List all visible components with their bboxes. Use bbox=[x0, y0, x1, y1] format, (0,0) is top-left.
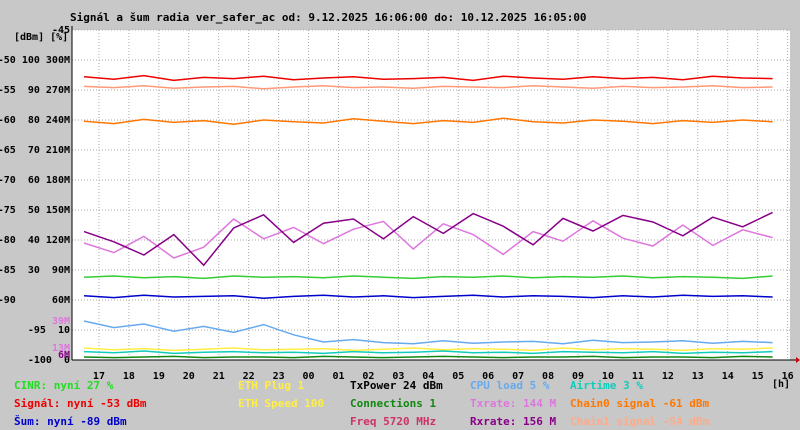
x-tick-label: 15 bbox=[752, 371, 764, 382]
x-tick-label: 22 bbox=[243, 371, 255, 382]
y-tick-label: -50 100 300M bbox=[0, 55, 70, 66]
legend-entry: Šum: nyní -89 dBm bbox=[14, 415, 127, 428]
series-line bbox=[83, 218, 773, 259]
x-tick-label: 04 bbox=[422, 371, 434, 382]
x-tick-label: 09 bbox=[572, 371, 584, 382]
legend-entry: ETH Plug 1 bbox=[238, 379, 305, 392]
y-tick-label: -85 30 90M bbox=[0, 265, 70, 276]
scale-annotation: 6M bbox=[58, 350, 70, 361]
x-tick-label: 23 bbox=[273, 371, 285, 382]
series-line bbox=[83, 347, 773, 352]
series-line bbox=[83, 320, 773, 345]
x-tick-label: 13 bbox=[692, 371, 704, 382]
x-tick-label: 17 bbox=[93, 371, 105, 382]
y-tick-label: -70 60 180M bbox=[0, 175, 70, 186]
series-line bbox=[83, 355, 773, 359]
x-tick-label: 00 bbox=[303, 371, 315, 382]
y-tick-label: -95 10 bbox=[28, 325, 70, 336]
legend-entry: Chain0 signal -61 dBm bbox=[570, 397, 709, 410]
x-tick-label: 06 bbox=[482, 371, 494, 382]
legend-entry: CPU load 5 % bbox=[470, 379, 550, 392]
y-tick-label: -100 0 bbox=[28, 355, 70, 366]
series-line bbox=[83, 74, 773, 82]
legend-entry: Txrate: 144 M bbox=[470, 397, 556, 410]
y-tick-label: -60 80 240M bbox=[0, 115, 70, 126]
series-line bbox=[83, 275, 773, 280]
chart-title: Signál a šum radia ver_safer_ac od: 9.12… bbox=[70, 11, 587, 24]
axis-arrow bbox=[796, 357, 800, 363]
y-tick-label: -45 bbox=[52, 25, 70, 36]
series-line bbox=[83, 350, 773, 355]
legend-entry: Freq 5720 MHz bbox=[350, 415, 436, 428]
scale-annotation: 39M bbox=[52, 316, 70, 327]
y-tick-label: -65 70 210M bbox=[0, 145, 70, 156]
legend-entry: CINR: nyní 27 % bbox=[14, 379, 114, 392]
series-line bbox=[83, 211, 773, 267]
legend-entry: ETH Speed 100 bbox=[238, 397, 324, 410]
legend-entry: Chain1 signal -54 dBm bbox=[570, 415, 709, 428]
x-tick-label: 11 bbox=[632, 371, 644, 382]
scale-annotation: 13M bbox=[52, 343, 70, 354]
legend-entry: Signál: nyní -53 dBm bbox=[14, 397, 147, 410]
series-line bbox=[83, 294, 773, 299]
x-tick-label: 05 bbox=[452, 371, 464, 382]
x-tick-label: 03 bbox=[392, 371, 404, 382]
legend-entry: Rxrate: 156 M bbox=[470, 415, 556, 428]
x-tick-label: 10 bbox=[602, 371, 614, 382]
y-tick-label: -55 90 270M bbox=[0, 85, 70, 96]
series-line bbox=[83, 117, 773, 125]
legend-entry: Airtime 3 % bbox=[570, 379, 643, 392]
x-tick-label: 02 bbox=[362, 371, 374, 382]
plot-area bbox=[72, 30, 790, 360]
x-tick-label: 12 bbox=[662, 371, 674, 382]
x-tick-label: 14 bbox=[722, 371, 734, 382]
x-tick-label: 18 bbox=[123, 371, 135, 382]
y-tick-label: -90 60M bbox=[0, 295, 70, 306]
x-tick-label: 21 bbox=[213, 371, 225, 382]
x-units: [h] bbox=[772, 379, 790, 390]
x-tick-label: 20 bbox=[183, 371, 195, 382]
legend-entry: Connections 1 bbox=[350, 397, 436, 410]
x-tick-label: 07 bbox=[512, 371, 524, 382]
x-tick-label: 16 bbox=[782, 371, 794, 382]
x-tick-label: 19 bbox=[153, 371, 165, 382]
y-tick-label: -80 40 120M bbox=[0, 235, 70, 246]
x-tick-label: 08 bbox=[542, 371, 554, 382]
series-line bbox=[83, 85, 773, 90]
x-tick-label: 01 bbox=[332, 371, 344, 382]
y-tick-label: -75 50 150M bbox=[0, 205, 70, 216]
y-units: [dBm] [%] bbox=[14, 32, 68, 43]
legend-entry: TxPower 24 dBm bbox=[350, 379, 443, 392]
